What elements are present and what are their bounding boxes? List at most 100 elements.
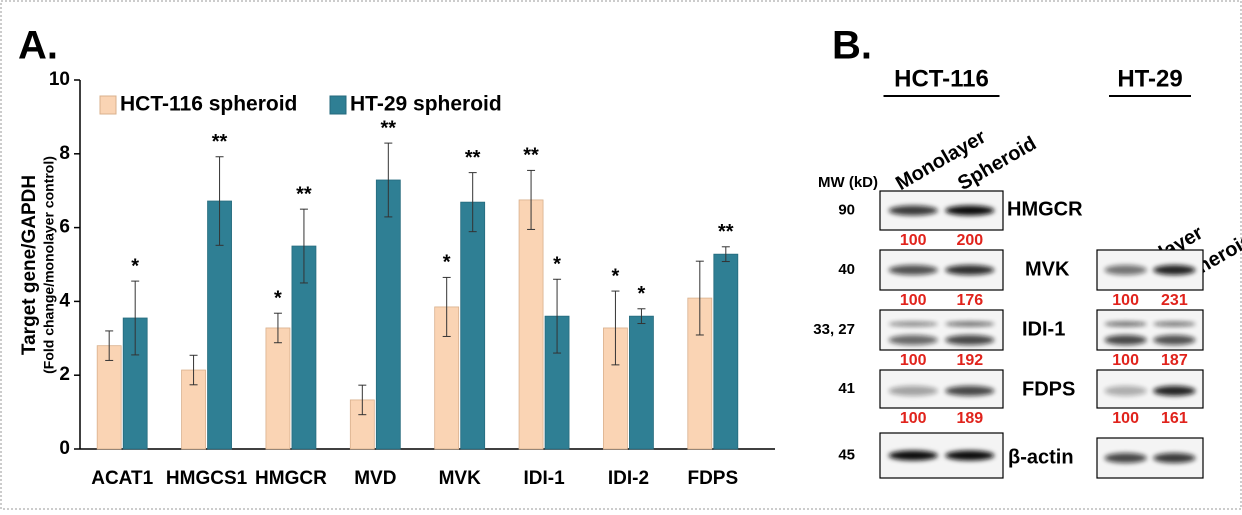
quant-label: 100 [1112, 352, 1139, 369]
mw-label: 41 [838, 380, 855, 397]
blot-band [889, 335, 938, 345]
x-tick-label: HMGCR [255, 468, 327, 489]
bar [629, 316, 653, 449]
y-tick-label: 8 [59, 143, 70, 164]
y-axis-label: Target gene/GAPDH [19, 175, 40, 355]
figure: A. B. Target gene/GAPDH (Fold change/mon… [0, 0, 1242, 510]
blot-band [1153, 335, 1195, 345]
blot-band [1153, 322, 1195, 327]
blot-frame [880, 310, 1003, 350]
quant-label: 100 [900, 232, 927, 249]
bar [519, 200, 543, 449]
x-tick-label: MVK [439, 468, 482, 489]
panel-label: B. [832, 24, 872, 68]
significance-label: * [443, 252, 451, 274]
blot-image [880, 191, 1003, 230]
protein-label: IDI-1 [1022, 318, 1065, 340]
blot-band [889, 322, 938, 327]
mw-label: 45 [838, 446, 855, 463]
blot-band [945, 265, 994, 275]
blot-band [889, 386, 938, 396]
blot-band [945, 206, 994, 216]
protein-label: β-actin [1008, 446, 1074, 468]
significance-label: * [553, 254, 561, 276]
blot-band [1153, 265, 1195, 275]
significance-label: * [638, 283, 646, 305]
y-tick-label: 0 [59, 438, 70, 459]
significance-label: ** [381, 117, 397, 139]
blot-image [1097, 438, 1203, 478]
blot-band [945, 335, 994, 345]
cell-line-label: HCT-116 [894, 65, 989, 92]
cell-line-label: HT-29 [1117, 65, 1182, 92]
quant-label: 100 [1112, 292, 1139, 309]
significance-label: ** [296, 183, 312, 205]
quant-label: 100 [900, 410, 927, 427]
blot-image [880, 370, 1003, 408]
blot-image [1097, 250, 1203, 290]
blot-band [945, 322, 994, 327]
blot-band [1104, 265, 1146, 275]
bar [714, 254, 738, 449]
panel-label: A. [18, 24, 58, 68]
bar [266, 328, 290, 449]
blot-band [1104, 386, 1146, 396]
blot-image [880, 250, 1003, 290]
quant-label: 161 [1161, 410, 1188, 427]
protein-label: FDPS [1022, 378, 1075, 400]
bar [376, 180, 400, 449]
blot-image [1097, 370, 1203, 408]
mw-header: MW (kD) [818, 174, 878, 191]
blot-band [1104, 335, 1146, 345]
x-tick-label: MVD [354, 468, 396, 489]
quant-label: 187 [1161, 352, 1188, 369]
blot-band [945, 451, 994, 461]
x-tick-label: IDI-2 [608, 468, 649, 489]
blot-band [1104, 322, 1146, 327]
significance-label: * [612, 265, 620, 287]
protein-label: HMGCR [1007, 198, 1083, 220]
y-axis-sublabel: (Fold change/monolayer control) [41, 156, 57, 374]
significance-label: ** [718, 221, 734, 243]
blot-band [1153, 386, 1195, 396]
mw-label: 40 [838, 261, 855, 278]
x-tick-label: IDI-1 [523, 468, 565, 489]
x-tick-label: ACAT1 [91, 468, 153, 489]
mw-label: 33, 27 [813, 321, 855, 338]
quant-label: 100 [900, 352, 927, 369]
significance-label: * [131, 255, 139, 277]
significance-label: ** [523, 145, 539, 167]
blot-band [889, 451, 938, 461]
quant-label: 200 [956, 232, 983, 249]
blot-band [1104, 453, 1146, 463]
quant-label: 231 [1161, 292, 1188, 309]
blot-band [1153, 453, 1195, 463]
significance-label: * [274, 287, 282, 309]
quant-label: 176 [956, 292, 983, 309]
blot-image [1097, 310, 1203, 350]
blot-band [945, 386, 994, 396]
quant-label: 189 [956, 410, 983, 427]
blot-band [889, 265, 938, 275]
x-tick-label: HMGCS1 [166, 468, 248, 489]
y-tick-label: 10 [49, 69, 70, 90]
y-tick-label: 6 [59, 217, 70, 238]
mw-label: 90 [838, 201, 855, 218]
significance-label: ** [465, 147, 481, 169]
blot-image [880, 310, 1003, 350]
y-tick-label: 2 [59, 364, 70, 385]
quant-label: 192 [956, 352, 983, 369]
quant-label: 100 [900, 292, 927, 309]
blot-image [880, 433, 1003, 478]
significance-label: ** [212, 131, 228, 153]
protein-label: MVK [1025, 258, 1070, 280]
bar [97, 346, 121, 449]
legend-swatch [100, 96, 116, 114]
bar [461, 202, 485, 449]
legend-label: HCT-116 spheroid [120, 93, 297, 116]
blot-band [889, 206, 938, 216]
x-tick-label: FDPS [687, 468, 738, 489]
legend-label: HT-29 spheroid [350, 93, 502, 116]
y-tick-label: 4 [59, 290, 70, 311]
quant-label: 100 [1112, 410, 1139, 427]
